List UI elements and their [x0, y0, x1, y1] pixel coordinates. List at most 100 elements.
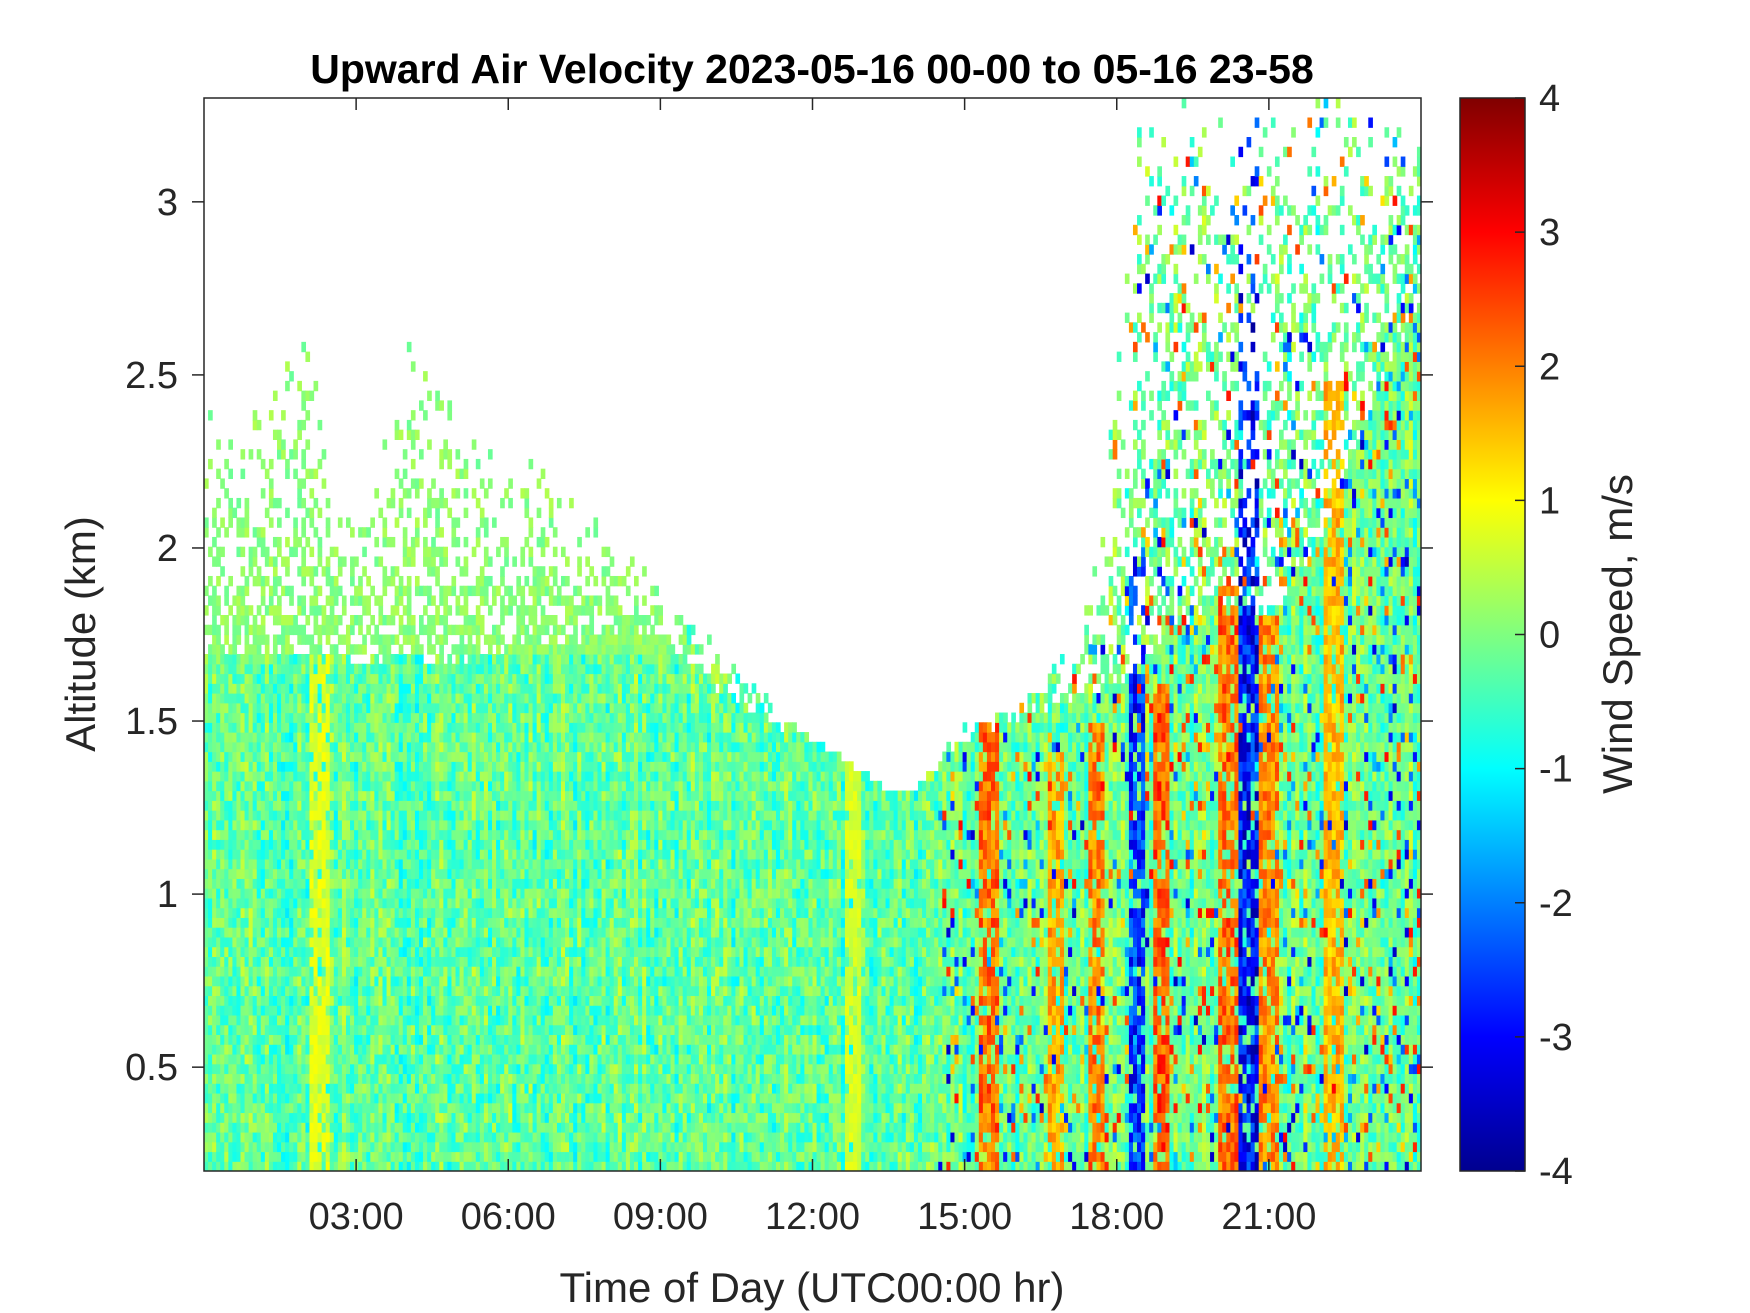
heatmap-cell — [220, 995, 225, 1006]
heatmap-cell — [345, 732, 351, 743]
heatmap-cell — [285, 712, 290, 723]
heatmap-cell — [325, 790, 331, 801]
heatmap-cell — [414, 732, 420, 743]
heatmap-cell — [382, 849, 388, 860]
heatmap-cell — [447, 1131, 453, 1143]
heatmap-cell — [289, 683, 294, 694]
heatmap-cell — [479, 771, 485, 782]
heatmap-cell — [345, 936, 351, 948]
heatmap-cell — [216, 468, 221, 480]
heatmap-cell — [325, 693, 331, 704]
heatmap-cell — [528, 702, 534, 714]
heatmap-cell — [301, 663, 307, 675]
heatmap-cell — [313, 1053, 319, 1065]
heatmap-cell — [313, 1141, 319, 1153]
heatmap-cell — [414, 575, 420, 587]
heatmap-cell — [333, 1063, 339, 1075]
heatmap-cell — [366, 1122, 371, 1133]
heatmap-cell — [528, 868, 534, 879]
heatmap-cell — [370, 1034, 375, 1045]
heatmap-cell — [483, 663, 489, 675]
heatmap-cell — [435, 741, 440, 753]
heatmap-cell — [272, 614, 278, 626]
heatmap-cell — [378, 702, 384, 714]
heatmap-cell — [362, 1141, 367, 1153]
heatmap-cell — [301, 458, 307, 470]
heatmap-cell — [204, 741, 209, 753]
heatmap-cell — [329, 1044, 335, 1055]
heatmap-cell — [483, 927, 489, 938]
heatmap-cell — [382, 1005, 388, 1016]
heatmap-cell — [439, 927, 444, 938]
heatmap-cell — [504, 751, 509, 762]
heatmap-cell — [447, 683, 453, 694]
heatmap-cell — [309, 810, 315, 821]
heatmap-cell — [301, 1161, 307, 1171]
heatmap-cell — [341, 605, 347, 616]
heatmap-cell — [443, 819, 448, 831]
heatmap-cell — [236, 800, 242, 811]
heatmap-cell — [500, 1112, 505, 1123]
heatmap-cell — [317, 966, 323, 977]
heatmap-cell — [508, 936, 513, 948]
heatmap-cell — [350, 878, 355, 889]
heatmap-cell — [337, 800, 343, 811]
heatmap-cell — [350, 1112, 355, 1123]
heatmap-cell — [301, 819, 307, 831]
heatmap-cell — [204, 732, 209, 743]
heatmap-cell — [313, 1014, 319, 1026]
heatmap-cell — [483, 810, 489, 821]
heatmap-cell — [504, 1122, 509, 1133]
heatmap-cell — [528, 849, 534, 860]
heatmap-cell — [224, 1131, 229, 1143]
heatmap-cell — [301, 683, 307, 694]
heatmap-cell — [447, 449, 453, 460]
heatmap-cell — [216, 722, 221, 733]
heatmap-cell — [406, 975, 412, 987]
heatmap-cell — [244, 585, 250, 597]
heatmap-cell — [305, 829, 311, 840]
heatmap-cell — [333, 790, 339, 801]
heatmap-cell — [309, 741, 315, 753]
heatmap-cell — [504, 673, 509, 684]
heatmap-cell — [289, 868, 294, 879]
heatmap-cell — [406, 1044, 412, 1055]
heatmap-cell — [487, 654, 493, 665]
heatmap-cell — [305, 995, 311, 1006]
heatmap-cell — [423, 956, 428, 967]
heatmap-cell — [471, 829, 477, 840]
heatmap-cell — [443, 956, 448, 967]
heatmap-cell — [272, 663, 278, 675]
heatmap-cell — [459, 663, 465, 675]
heatmap-cell — [414, 536, 420, 548]
heatmap-cell — [244, 888, 250, 899]
heatmap-cell — [345, 1073, 351, 1084]
heatmap-cell — [240, 702, 246, 714]
heatmap-cell — [451, 800, 457, 811]
heatmap-cell — [329, 654, 335, 665]
heatmap-cell — [435, 995, 440, 1006]
heatmap-cell — [443, 751, 448, 762]
heatmap-cell — [281, 624, 286, 636]
heatmap-cell — [370, 1024, 375, 1036]
heatmap-cell — [329, 1083, 335, 1094]
heatmap-cell — [483, 839, 489, 850]
heatmap-cell — [467, 1014, 473, 1026]
heatmap-cell — [500, 927, 505, 938]
heatmap-cell — [350, 946, 355, 957]
heatmap-cell — [252, 780, 258, 792]
heatmap-cell — [394, 897, 400, 909]
heatmap-cell — [483, 546, 489, 558]
heatmap-cell — [394, 1014, 400, 1026]
heatmap-cell — [358, 527, 363, 538]
heatmap-cell — [398, 585, 404, 597]
heatmap-cell — [443, 810, 448, 821]
heatmap-cell — [374, 936, 380, 948]
heatmap-cell — [475, 946, 481, 957]
heatmap-cell — [305, 410, 311, 421]
heatmap-cell — [232, 712, 238, 723]
heatmap-cell — [285, 927, 290, 938]
heatmap-cell — [414, 1044, 420, 1055]
heatmap-cell — [419, 966, 424, 977]
heatmap-cell — [301, 839, 307, 850]
